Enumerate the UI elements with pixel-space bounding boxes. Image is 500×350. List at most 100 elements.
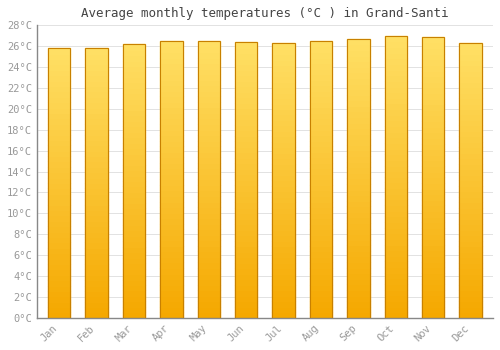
Bar: [384, 228, 407, 233]
Bar: [86, 280, 108, 286]
Bar: [422, 194, 444, 200]
Bar: [422, 37, 444, 42]
Bar: [460, 98, 482, 104]
Bar: [460, 43, 482, 318]
Bar: [347, 279, 370, 285]
Bar: [160, 279, 182, 285]
Bar: [422, 284, 444, 290]
Bar: [48, 80, 70, 86]
Bar: [310, 257, 332, 262]
Bar: [384, 250, 407, 256]
Bar: [347, 84, 370, 89]
Bar: [347, 150, 370, 156]
Bar: [384, 36, 407, 41]
Bar: [86, 107, 108, 113]
Bar: [460, 104, 482, 109]
Bar: [86, 199, 108, 205]
Bar: [384, 290, 407, 295]
Bar: [347, 312, 370, 318]
Bar: [48, 270, 70, 275]
Bar: [235, 125, 258, 130]
Bar: [86, 221, 108, 226]
Bar: [235, 230, 258, 235]
Bar: [160, 74, 182, 80]
Bar: [347, 72, 370, 78]
Bar: [384, 98, 407, 104]
Bar: [48, 221, 70, 226]
Bar: [310, 57, 332, 63]
Bar: [160, 262, 182, 268]
Bar: [198, 235, 220, 240]
Bar: [272, 169, 295, 175]
Bar: [272, 285, 295, 290]
Bar: [235, 64, 258, 70]
Bar: [422, 222, 444, 228]
Bar: [272, 147, 295, 153]
Bar: [272, 43, 295, 318]
Bar: [48, 86, 70, 91]
Bar: [310, 218, 332, 224]
Bar: [198, 135, 220, 141]
Bar: [310, 141, 332, 146]
Bar: [460, 307, 482, 312]
Bar: [123, 61, 146, 66]
Bar: [347, 257, 370, 262]
Bar: [86, 259, 108, 264]
Bar: [86, 151, 108, 156]
Bar: [235, 240, 258, 246]
Bar: [422, 177, 444, 183]
Bar: [123, 115, 146, 121]
Bar: [123, 268, 146, 274]
Bar: [160, 274, 182, 279]
Bar: [422, 228, 444, 233]
Bar: [422, 70, 444, 76]
Bar: [48, 188, 70, 194]
Bar: [272, 181, 295, 186]
Bar: [460, 241, 482, 246]
Bar: [384, 245, 407, 250]
Bar: [347, 89, 370, 94]
Bar: [310, 119, 332, 124]
Bar: [235, 80, 258, 86]
Bar: [86, 145, 108, 151]
Bar: [235, 208, 258, 213]
Bar: [123, 296, 146, 301]
Bar: [460, 181, 482, 186]
Bar: [384, 273, 407, 278]
Bar: [272, 268, 295, 274]
Bar: [235, 296, 258, 301]
Bar: [235, 158, 258, 163]
Bar: [48, 124, 70, 129]
Bar: [460, 169, 482, 175]
Bar: [160, 180, 182, 185]
Bar: [272, 307, 295, 312]
Bar: [86, 253, 108, 259]
Bar: [347, 56, 370, 61]
Bar: [347, 206, 370, 212]
Bar: [347, 162, 370, 167]
Bar: [198, 96, 220, 102]
Bar: [48, 134, 70, 140]
Bar: [347, 290, 370, 295]
Bar: [460, 279, 482, 285]
Bar: [160, 207, 182, 213]
Bar: [272, 274, 295, 279]
Bar: [347, 173, 370, 178]
Bar: [384, 188, 407, 194]
Bar: [160, 224, 182, 229]
Bar: [422, 138, 444, 144]
Bar: [422, 172, 444, 177]
Bar: [86, 296, 108, 302]
Bar: [310, 290, 332, 296]
Bar: [48, 118, 70, 124]
Bar: [123, 50, 146, 55]
Bar: [48, 275, 70, 280]
Bar: [422, 104, 444, 110]
Bar: [384, 137, 407, 143]
Bar: [198, 180, 220, 185]
Bar: [384, 199, 407, 205]
Bar: [123, 208, 146, 214]
Bar: [123, 164, 146, 170]
Bar: [422, 93, 444, 99]
Bar: [160, 168, 182, 174]
